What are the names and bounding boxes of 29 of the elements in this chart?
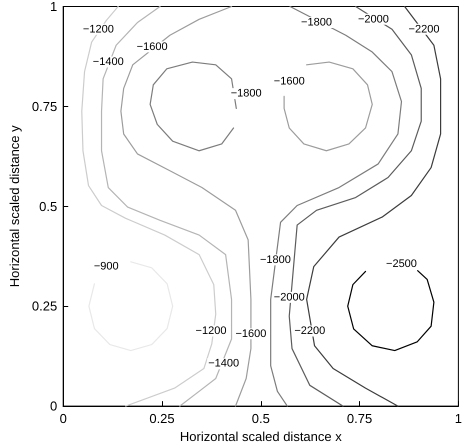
- x-tick-label: 1: [454, 411, 462, 426]
- annotation: −2200: [408, 23, 440, 36]
- x-tick-label: 0: [60, 411, 67, 426]
- annotation: −1800: [301, 16, 332, 28]
- annotation: −1600: [274, 76, 305, 88]
- annotation: −1200: [82, 23, 114, 36]
- y-tick-label: 0.75: [32, 98, 58, 114]
- y-axis-title: Horizontal scaled distance y: [7, 124, 22, 288]
- annotation: −1600: [235, 328, 266, 340]
- annotation: −2200: [294, 324, 326, 337]
- annotation: −1800: [260, 254, 291, 266]
- x-axis-title: Horizontal scaled distance x: [180, 429, 342, 444]
- y-tick-label: 0.25: [32, 298, 58, 314]
- annotation: −1600: [136, 40, 168, 53]
- annotation: −2000: [274, 291, 305, 304]
- x-tick-label: 0.5: [252, 411, 270, 426]
- annotation: −2500: [386, 258, 417, 270]
- annotation: −1200: [196, 324, 226, 337]
- annotation: −900: [94, 260, 119, 273]
- annotation: −2000: [358, 13, 389, 26]
- annotation: −1400: [208, 358, 240, 370]
- annotation: −1400: [92, 56, 124, 68]
- y-tick-label: 0: [50, 398, 58, 414]
- x-tick-label: 0.25: [149, 411, 175, 426]
- line-series: [347, 270, 434, 352]
- y-tick-label: 0.5: [39, 198, 58, 214]
- x-tick-label: 0.75: [346, 411, 372, 426]
- annotation: −1800: [230, 88, 262, 100]
- y-tick-label: 1: [50, 0, 58, 14]
